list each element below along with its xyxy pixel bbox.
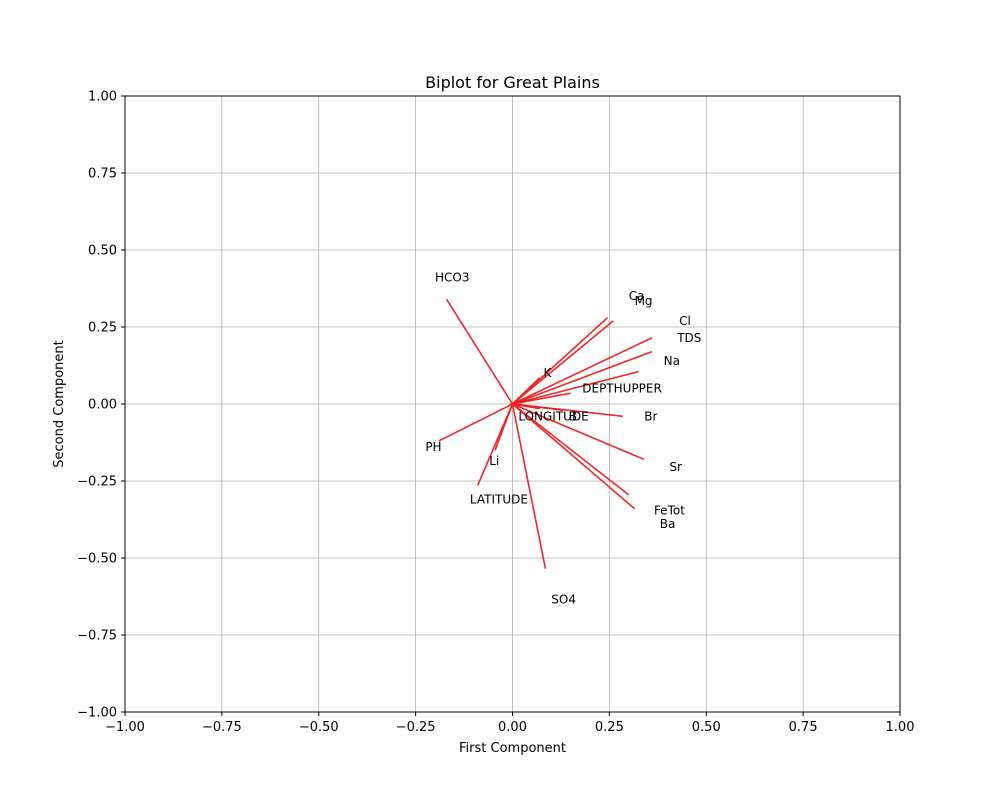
x-tick-label: −1.00: [105, 720, 145, 735]
loading-vector-ba: [511, 403, 636, 510]
loading-label-ca: Ca: [629, 289, 645, 303]
x-tick-label: 0.75: [789, 720, 818, 735]
x-tick-label: 0.50: [692, 720, 721, 735]
x-tick-label: 1.00: [886, 720, 915, 735]
y-tick-label: −0.50: [77, 552, 117, 567]
loading-vector-mg: [511, 320, 614, 405]
loading-label-hco3: HCO3: [435, 271, 469, 285]
x-tick-label: 0.25: [595, 720, 624, 735]
y-axis-label: Second Component: [52, 340, 67, 467]
loading-vector-so4: [511, 403, 547, 569]
loading-label-tds: TDS: [676, 331, 701, 345]
loading-label-latitude: LATITUDE: [470, 492, 528, 506]
loading-vector-br: [512, 403, 624, 418]
loading-label-ba: Ba: [660, 517, 676, 531]
loading-label-mg: Mg: [635, 294, 653, 308]
loading-vector-sr: [512, 403, 645, 461]
y-tick-label: 0.50: [88, 244, 117, 259]
loading-label-longitude: LONGITUDE: [518, 409, 588, 423]
loading-label-so4: SO4: [551, 593, 576, 607]
x-axis-label: First Component: [459, 741, 566, 756]
x-tick-label: 0.00: [498, 720, 527, 735]
y-tick-label: −1.00: [77, 706, 117, 721]
axis-ticks: −1.00 −0.75 −0.50 −0.25 0.00 0.25 0.50 0.75 1.00…: [77, 90, 914, 736]
loading-vector-fetot: [512, 403, 630, 496]
loading-vector-cl: [512, 337, 653, 405]
loading-label-li: Li: [489, 454, 499, 468]
y-tick-label: −0.25: [77, 475, 117, 490]
loading-label-k: K: [544, 366, 553, 380]
y-tick-label: −0.75: [77, 629, 117, 644]
loading-vector-k: [511, 377, 541, 405]
loading-vector-hco3: [445, 298, 514, 405]
y-tick-label: 0.25: [88, 321, 117, 336]
x-tick-label: −0.75: [202, 720, 242, 735]
loading-label-depthupper: DEPTHUPPER: [582, 382, 662, 396]
x-tick-label: −0.25: [396, 720, 436, 735]
x-tick-label: −0.50: [299, 720, 339, 735]
loading-vector-latitude: [476, 403, 514, 486]
loading-label-sr: Sr: [669, 460, 682, 474]
y-tick-label: 0.00: [88, 398, 117, 413]
loading-vectors: [438, 298, 653, 569]
loading-label-ph: PH: [425, 440, 441, 454]
loading-vector-depthupper: [512, 392, 571, 405]
y-tick-label: 1.00: [88, 90, 117, 105]
loading-vector-tds: [512, 350, 653, 405]
loading-label-na: Na: [664, 354, 680, 368]
chart-title: Biplot for Great Plains: [425, 73, 600, 92]
loading-vector-na: [512, 370, 639, 405]
y-tick-label: 0.75: [88, 167, 117, 182]
loading-vector-ph: [438, 403, 513, 442]
loading-label-br: Br: [644, 409, 657, 423]
loading-label-b: B: [569, 409, 577, 423]
loading-label-cl: Cl: [679, 314, 691, 328]
loading-label-fetot: FeTot: [654, 503, 685, 517]
